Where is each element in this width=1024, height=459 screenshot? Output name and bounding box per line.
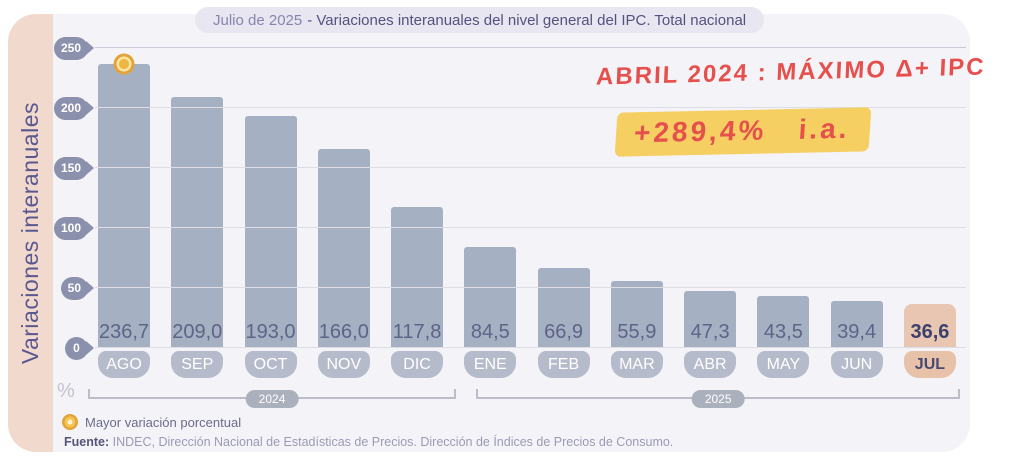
month-pill-oct: OCT bbox=[244, 351, 297, 378]
year-bracket-2024: 2024 bbox=[88, 389, 457, 408]
bar-column-may: 43,5 bbox=[757, 48, 810, 348]
bar-nov: 166,0 bbox=[317, 148, 370, 348]
bar-value-sep: 209,0 bbox=[172, 321, 223, 343]
bar-value-abr: 47,3 bbox=[690, 321, 730, 343]
x-axis-months-row: AGO SEP OCT NOV DIC ENE FEB MAR ABR MAY JUN JUL bbox=[98, 351, 956, 378]
bar-abr: 47,3 bbox=[684, 291, 737, 348]
y-tick-100: 100 bbox=[53, 216, 88, 240]
source-line: Fuente: INDEC, Dirección Nacional de Est… bbox=[64, 435, 673, 449]
bar-value-jul: 36,6 bbox=[910, 321, 950, 343]
bar-column-ago: 236,7 bbox=[98, 48, 150, 348]
legend-label: Mayor variación porcentual bbox=[85, 414, 242, 430]
year-bracket-2025: 2025 bbox=[476, 389, 960, 408]
bar-column-oct: 193,0 bbox=[244, 48, 297, 348]
bar-mar: 55,9 bbox=[610, 280, 663, 348]
gridline-200 bbox=[95, 107, 966, 108]
month-pill-dic: DIC bbox=[391, 351, 444, 378]
month-pill-nov: NOV bbox=[317, 351, 370, 378]
bar-may: 43,5 bbox=[757, 295, 810, 348]
y-tick-150: 150 bbox=[53, 156, 88, 180]
bar-ago: 236,7 bbox=[98, 53, 150, 348]
month-pill-ene: ENE bbox=[464, 351, 517, 378]
y-tick-200: 200 bbox=[53, 96, 88, 120]
bar-value-ene: 84,5 bbox=[470, 321, 510, 343]
month-pill-abr: ABR bbox=[684, 351, 737, 378]
source-text: INDEC, Dirección Nacional de Estadística… bbox=[109, 435, 674, 449]
bar-jun: 39,4 bbox=[830, 300, 883, 348]
gridline-100 bbox=[95, 227, 966, 228]
bar-dic: 117,8 bbox=[391, 206, 444, 348]
bar-value-dic: 117,8 bbox=[392, 321, 442, 343]
year-pill-2025: 2025 bbox=[691, 390, 745, 408]
month-pill-may: MAY bbox=[757, 351, 810, 378]
bar-column-mar: 55,9 bbox=[610, 48, 663, 348]
gridline-0 bbox=[95, 347, 966, 348]
bar-value-may: 43,5 bbox=[763, 321, 803, 343]
handwritten-note-line2: +289,4% i.a. bbox=[614, 107, 872, 157]
chart-title-text: - Variaciones interanuales del nivel gen… bbox=[307, 11, 747, 29]
chart-title-period: Julio de 2025 bbox=[213, 11, 303, 29]
bar-feb: 66,9 bbox=[537, 267, 590, 348]
bar-column-feb: 66,9 bbox=[537, 48, 590, 348]
bar-column-nov: 166,0 bbox=[317, 48, 370, 348]
month-pill-jul: JUL bbox=[903, 351, 956, 378]
y-tick-0: 0 bbox=[65, 336, 88, 360]
chart-card: Variaciones interanuales Julio de 2025 -… bbox=[8, 7, 970, 452]
gridline-250 bbox=[95, 47, 966, 48]
bar-column-jul: 36,6 bbox=[903, 48, 956, 348]
month-pill-jun: JUN bbox=[830, 351, 883, 378]
bar-column-ene: 84,5 bbox=[464, 48, 517, 348]
left-accent-stripe: Variaciones interanuales bbox=[8, 14, 53, 452]
year-pill-2024: 2024 bbox=[245, 390, 299, 408]
y-tick-250: 250 bbox=[53, 36, 88, 60]
y-axis-title: Variaciones interanuales bbox=[17, 101, 43, 365]
chart-title-pill: Julio de 2025 - Variaciones interanuales… bbox=[195, 7, 765, 33]
bar-value-oct: 193,0 bbox=[245, 321, 296, 343]
month-pill-ago: AGO bbox=[98, 351, 150, 378]
bar-value-jun: 39,4 bbox=[837, 321, 877, 343]
bars-row: 236,7 209,0 193,0 166,0 117,8 84,5 66,9 55,9 47,… bbox=[98, 48, 956, 348]
plot-area: 236,7 209,0 193,0 166,0 117,8 84,5 66,9 55,9 47,… bbox=[53, 36, 966, 360]
bar-value-ago: 236,7 bbox=[98, 321, 150, 343]
y-tick-50: 50 bbox=[60, 276, 88, 300]
bar-column-jun: 39,4 bbox=[830, 48, 883, 348]
source-prefix: Fuente: bbox=[64, 435, 110, 449]
unit-label: % bbox=[57, 380, 75, 402]
bar-value-feb: 66,9 bbox=[544, 321, 584, 343]
bar-ene: 84,5 bbox=[464, 246, 517, 348]
month-pill-feb: FEB bbox=[537, 351, 590, 378]
bar-value-nov: 166,0 bbox=[318, 321, 369, 343]
bar-column-abr: 47,3 bbox=[684, 48, 737, 348]
legend: Mayor variación porcentual bbox=[62, 414, 241, 430]
bar-value-mar: 55,9 bbox=[617, 321, 657, 343]
month-pill-mar: MAR bbox=[610, 351, 663, 378]
bar-oct: 193,0 bbox=[244, 116, 297, 348]
month-pill-sep: SEP bbox=[171, 351, 224, 378]
gridline-50 bbox=[95, 287, 966, 288]
max-variation-dot-icon bbox=[62, 414, 78, 430]
bar-sep: 209,0 bbox=[171, 97, 224, 348]
gridline-150 bbox=[95, 167, 966, 168]
max-variation-marker-icon bbox=[113, 53, 135, 75]
bar-column-sep: 209,0 bbox=[171, 48, 224, 348]
bar-jul: 36,6 bbox=[903, 304, 956, 348]
bar-column-dic: 117,8 bbox=[391, 48, 444, 348]
highlighted-annotation-value: +289,4% i.a. bbox=[614, 107, 872, 157]
